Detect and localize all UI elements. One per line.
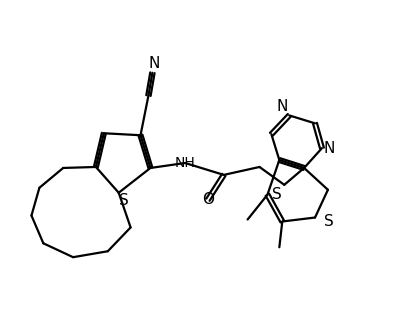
- Text: S: S: [323, 214, 333, 229]
- Text: S: S: [118, 193, 128, 208]
- Text: O: O: [201, 192, 213, 207]
- Text: NH: NH: [174, 156, 195, 170]
- Text: N: N: [322, 141, 334, 156]
- Text: N: N: [148, 56, 160, 71]
- Text: S: S: [272, 187, 282, 202]
- Text: N: N: [276, 99, 287, 114]
